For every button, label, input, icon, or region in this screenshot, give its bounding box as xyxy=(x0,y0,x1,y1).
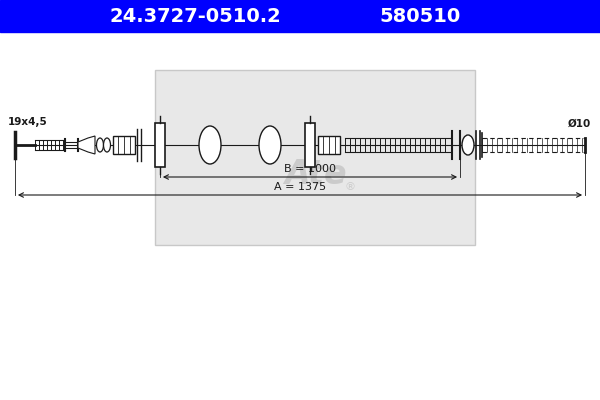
Text: 580510: 580510 xyxy=(379,6,461,26)
Ellipse shape xyxy=(259,126,281,164)
Bar xyxy=(113,136,135,154)
Bar xyxy=(155,70,475,245)
Text: A = 1375: A = 1375 xyxy=(274,182,326,192)
Text: 24.3727-0510.2: 24.3727-0510.2 xyxy=(109,6,281,26)
Bar xyxy=(155,123,165,167)
Text: Ate: Ate xyxy=(284,158,346,192)
Text: ®: ® xyxy=(344,182,355,192)
Bar xyxy=(305,123,315,167)
Text: 19x4,5: 19x4,5 xyxy=(8,117,48,127)
Text: B = 1000: B = 1000 xyxy=(284,164,336,174)
Bar xyxy=(318,136,340,154)
Polygon shape xyxy=(78,136,95,154)
Ellipse shape xyxy=(97,138,104,152)
Bar xyxy=(0,0,600,32)
Ellipse shape xyxy=(462,135,474,155)
Ellipse shape xyxy=(104,138,110,152)
Text: Ø10: Ø10 xyxy=(568,119,591,129)
Ellipse shape xyxy=(199,126,221,164)
